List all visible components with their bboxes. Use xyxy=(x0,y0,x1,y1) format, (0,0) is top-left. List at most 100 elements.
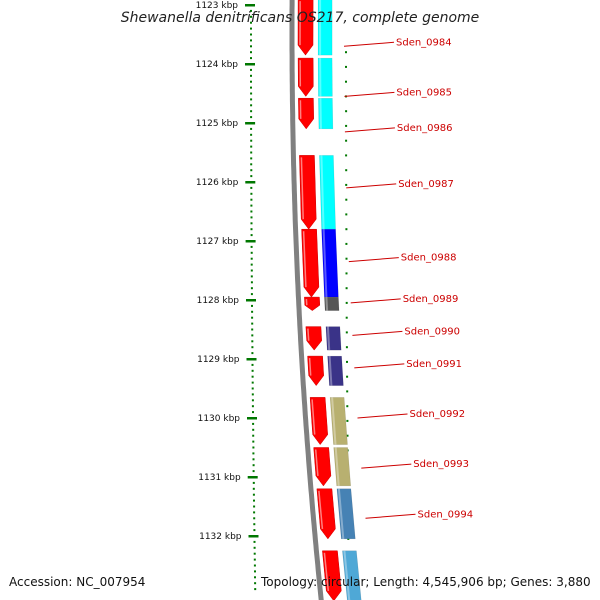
axis-minor-tick xyxy=(250,281,253,284)
axis-minor-tick xyxy=(251,399,254,402)
axis-minor-tick xyxy=(251,334,254,337)
map-title: Shewanella denitrificans OS217, complete… xyxy=(120,10,480,26)
axis-minor-tick xyxy=(251,369,254,372)
axis-minor-tick xyxy=(250,74,252,77)
axis-major-tick xyxy=(245,181,256,184)
axis-major-tick xyxy=(248,535,259,538)
outer-tick xyxy=(345,51,347,54)
axis-major-tick xyxy=(247,417,257,420)
cds-arrow-highlight xyxy=(307,328,310,341)
axis-minor-tick xyxy=(250,210,253,213)
gene-callout-line xyxy=(343,41,395,47)
axis-minor-tick xyxy=(250,68,252,71)
axis-minor-tick xyxy=(251,346,254,349)
outer-tick xyxy=(345,169,348,172)
gene-block-highlight xyxy=(326,326,331,351)
axis-minor-tick xyxy=(251,381,254,384)
axis-minor-tick xyxy=(250,145,253,148)
outer-tick xyxy=(346,419,349,422)
axis-minor-tick xyxy=(252,428,255,431)
axis-minor-tick xyxy=(253,517,256,520)
outer-tick xyxy=(345,183,348,186)
outer-tick xyxy=(345,301,348,304)
axis-minor-tick xyxy=(250,234,253,237)
outer-tick xyxy=(345,124,348,127)
gene-block xyxy=(317,57,333,97)
axis-minor-tick xyxy=(250,21,252,24)
axis-minor-tick xyxy=(250,228,253,231)
axis-minor-tick xyxy=(251,387,254,390)
gene-block-highlight xyxy=(343,550,351,600)
gene-block xyxy=(318,97,334,130)
axis-minor-tick xyxy=(250,86,252,89)
axis-minor-tick xyxy=(250,245,253,248)
outer-tick xyxy=(345,154,348,157)
gene-block-highlight xyxy=(331,397,337,445)
axis-minor-tick xyxy=(254,570,256,573)
gene-label: Sden_0991 xyxy=(406,359,462,370)
axis-tick-label: 1129 kbp xyxy=(197,355,240,365)
axis-minor-tick xyxy=(250,175,253,178)
gene-label: Sden_0993 xyxy=(413,459,469,470)
axis-tick-label: 1124 kbp xyxy=(196,60,239,70)
gene-label: Sden_0985 xyxy=(396,87,452,98)
axis-minor-tick xyxy=(250,51,252,54)
axis-minor-tick xyxy=(250,39,252,42)
axis-minor-tick xyxy=(253,523,256,526)
axis-minor-tick xyxy=(251,304,253,307)
gene-label: Sden_0988 xyxy=(401,253,457,264)
axis-minor-tick xyxy=(253,558,256,561)
axis-tick-label: 1126 kbp xyxy=(196,178,239,188)
outer-tick xyxy=(346,360,348,363)
axis-minor-tick xyxy=(252,446,255,449)
axis-minor-tick xyxy=(251,316,254,319)
cds-arrow xyxy=(298,97,314,130)
cds-track xyxy=(297,0,342,600)
axis-minor-tick xyxy=(252,487,255,490)
axis-minor-tick xyxy=(252,458,255,461)
axis-minor-tick xyxy=(253,505,256,508)
axis-minor-tick xyxy=(250,169,253,172)
kbp-axis: 1123 kbp 1124 kbp 1125 kbp 1126 kbp 1127 kbp… xyxy=(196,1,350,599)
axis-minor-tick xyxy=(251,375,254,378)
axis-minor-tick xyxy=(252,493,255,496)
axis-major-tick xyxy=(247,476,258,479)
axis-minor-tick xyxy=(253,511,256,514)
outer-tick xyxy=(345,228,348,231)
axis-minor-tick xyxy=(251,393,254,396)
axis-minor-tick xyxy=(250,198,253,201)
cds-arrow-highlight xyxy=(314,449,319,476)
axis-minor-tick xyxy=(250,287,253,290)
axis-tick-label: 1130 kbp xyxy=(198,414,241,424)
axis-minor-tick xyxy=(250,33,252,36)
axis-minor-tick xyxy=(253,564,256,567)
outer-tick xyxy=(345,257,348,260)
gene-block xyxy=(329,397,348,445)
gene-label: Sden_0989 xyxy=(403,294,459,305)
axis-minor-tick xyxy=(250,80,252,83)
outer-tick xyxy=(345,316,348,319)
axis-minor-tick xyxy=(251,405,254,408)
axis-minor-tick xyxy=(250,251,253,254)
gene-block-highlight xyxy=(328,356,333,386)
axis-minor-tick xyxy=(251,322,254,325)
gene-callout-line xyxy=(348,257,399,263)
genome-backbone xyxy=(289,0,324,600)
gene-callout-line xyxy=(357,413,408,419)
axis-minor-tick xyxy=(250,27,252,30)
axis-minor-tick xyxy=(250,133,253,136)
axis-minor-tick xyxy=(251,340,254,343)
axis-minor-tick xyxy=(254,576,256,579)
gene-callout-line xyxy=(350,298,401,304)
gene-block-highlight xyxy=(322,229,328,298)
axis-minor-tick xyxy=(252,434,255,437)
axis-minor-tick xyxy=(250,15,252,18)
gene-label: Sden_0990 xyxy=(404,326,460,337)
axis-tick-label: 1127 kbp xyxy=(196,237,239,247)
axis-minor-tick xyxy=(250,216,253,219)
axis-minor-tick xyxy=(253,552,256,555)
axis-tick-label: 1125 kbp xyxy=(196,119,239,129)
accession-text: Accession: NC_007954 xyxy=(9,575,146,589)
axis-minor-tick xyxy=(250,116,253,119)
axis-tick-label: 1131 kbp xyxy=(198,473,241,483)
